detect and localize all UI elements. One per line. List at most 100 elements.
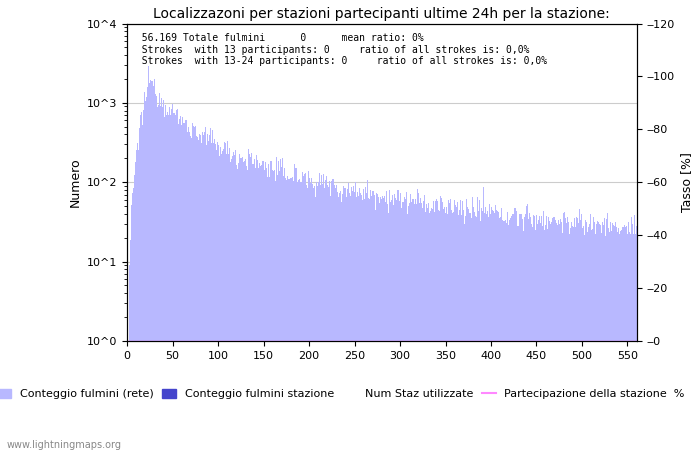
Bar [306,185,307,450]
Y-axis label: Tasso [%]: Tasso [%] [680,152,693,212]
Bar [604,218,605,450]
Bar [218,156,220,450]
Bar [606,219,607,450]
Bar [444,207,445,450]
Bar [326,176,327,450]
Bar [591,230,592,450]
Bar [630,234,631,450]
Bar [442,202,443,450]
Bar [296,168,297,450]
Bar [447,214,448,450]
Bar [433,201,434,450]
Bar [344,188,345,450]
Bar [288,179,290,450]
Bar [242,157,243,450]
Bar [452,213,454,450]
Bar [227,141,228,450]
Bar [445,213,446,450]
Bar [492,210,493,450]
Bar [293,181,294,450]
Bar [351,187,352,450]
Bar [330,196,331,450]
Bar [284,168,285,450]
Bar [551,220,552,450]
Bar [483,187,484,450]
Bar [416,204,417,450]
Bar [566,224,567,450]
Bar [564,212,565,450]
Bar [297,182,298,450]
Bar [583,226,584,450]
Bar [313,188,314,450]
Bar [373,192,374,450]
Bar [290,178,291,450]
Bar [225,144,226,450]
Bar [519,214,521,450]
Bar [436,198,437,450]
Bar [247,171,248,450]
Bar [307,188,308,450]
Bar [186,120,187,450]
Bar [487,212,488,450]
Bar [252,164,253,450]
Bar [615,221,616,450]
Bar [626,226,627,450]
Bar [478,211,479,450]
Bar [197,140,199,450]
Bar [473,207,474,450]
Bar [232,156,233,450]
Bar [343,186,344,450]
Bar [382,196,383,450]
Bar [257,160,258,450]
Bar [187,132,188,450]
Bar [345,188,346,450]
Bar [324,189,325,450]
Bar [177,109,178,450]
Bar [621,230,622,450]
Bar [422,208,423,450]
Bar [168,116,169,450]
Bar [138,150,139,450]
Bar [244,161,245,450]
Bar [153,86,154,450]
Bar [239,152,240,450]
Bar [584,234,585,450]
Bar [305,173,306,450]
Bar [182,117,183,450]
Bar [620,230,621,450]
Bar [315,198,316,450]
Bar [576,217,577,450]
Bar [255,167,256,450]
Bar [300,182,302,450]
Bar [417,189,418,450]
Bar [251,153,252,450]
Bar [196,136,197,450]
Bar [528,213,530,450]
Bar [287,176,288,450]
Bar [285,178,286,450]
Bar [475,216,476,450]
Bar [489,214,491,450]
Bar [136,144,138,450]
Bar [374,195,375,450]
Bar [265,162,266,450]
Bar [574,218,575,450]
Bar [415,199,416,450]
Bar [170,115,172,450]
Bar [175,115,176,450]
Bar [331,181,332,450]
Bar [407,214,408,450]
Bar [556,223,557,450]
Bar [352,191,354,450]
Bar [152,81,153,450]
Bar [568,221,569,450]
Bar [264,171,265,450]
Bar [184,123,185,450]
Bar [545,225,546,450]
Bar [392,195,393,450]
Bar [368,198,369,450]
Bar [458,210,460,450]
Bar [333,179,334,450]
Bar [506,223,507,450]
Bar [236,165,237,450]
